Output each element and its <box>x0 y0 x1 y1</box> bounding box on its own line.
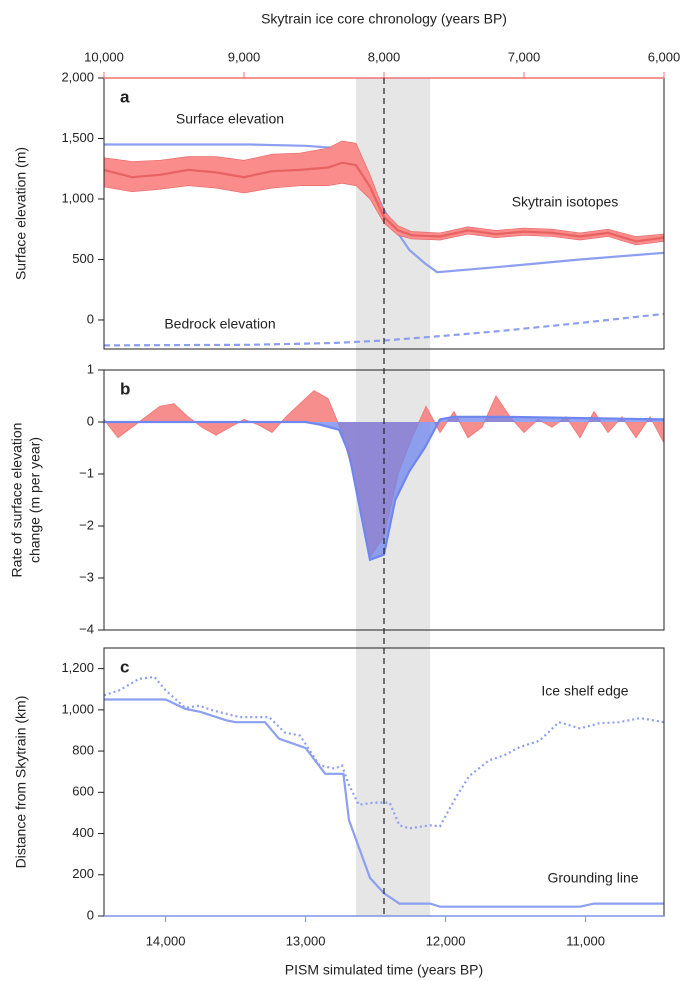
y-tick-label: 800 <box>72 743 94 758</box>
y-tick-label: 1,000 <box>61 190 94 205</box>
y-tick-label: 0 <box>87 413 94 428</box>
series-label: Ice shelf edge <box>541 683 628 699</box>
y-axis-label: Distance from Skytrain (km) <box>13 696 29 869</box>
top-tick-label: 6,000 <box>648 49 681 64</box>
top-tick-label: 10,000 <box>84 49 124 64</box>
series-label: Bedrock elevation <box>164 316 275 332</box>
y-tick-label: −1 <box>79 465 94 480</box>
y-tick-label: −3 <box>79 569 94 584</box>
panel-letter: b <box>120 379 130 398</box>
y-tick-label: 200 <box>72 866 94 881</box>
y-tick-label: 600 <box>72 784 94 799</box>
x-axis-label: PISM simulated time (years BP) <box>285 962 483 978</box>
x-tick-label: 13,000 <box>286 933 326 948</box>
y-tick-label: 500 <box>72 251 94 266</box>
y-axis-label: Rate of surface elevation <box>9 423 25 578</box>
series-line <box>104 698 664 908</box>
series-label: Skytrain isotopes <box>512 194 619 210</box>
top-tick-label: 7,000 <box>508 49 541 64</box>
series-label: Grounding line <box>547 870 638 886</box>
panel-letter: c <box>120 657 129 676</box>
top-tick-label: 9,000 <box>228 49 261 64</box>
x-tick-label: 12,000 <box>426 933 466 948</box>
x-tick-label: 11,000 <box>566 933 605 948</box>
y-tick-label: 1,500 <box>61 130 94 145</box>
y-tick-label: 1,000 <box>61 701 94 716</box>
y-tick-label: 400 <box>72 825 94 840</box>
y-tick-label: 0 <box>87 311 94 326</box>
y-tick-label: −4 <box>79 621 94 636</box>
y-tick-label: 0 <box>87 907 94 922</box>
y-tick-label: −2 <box>79 517 94 532</box>
panel-letter: a <box>120 87 130 106</box>
series-label: Surface elevation <box>176 111 284 127</box>
y-axis-label: change (m per year) <box>27 437 43 563</box>
y-axis-label: Surface elevation (m) <box>13 147 29 280</box>
top-axis-label: Skytrain ice core chronology (years BP) <box>261 11 507 27</box>
rate-line <box>104 415 665 562</box>
x-tick-label: 14,000 <box>146 933 186 948</box>
series-line <box>103 312 665 347</box>
y-tick-label: 1,200 <box>61 660 94 675</box>
series-line <box>103 675 665 830</box>
y-tick-label: 2,000 <box>61 69 94 84</box>
y-tick-label: 1 <box>87 361 94 376</box>
series-line <box>103 161 665 243</box>
top-tick-label: 8,000 <box>368 49 401 64</box>
